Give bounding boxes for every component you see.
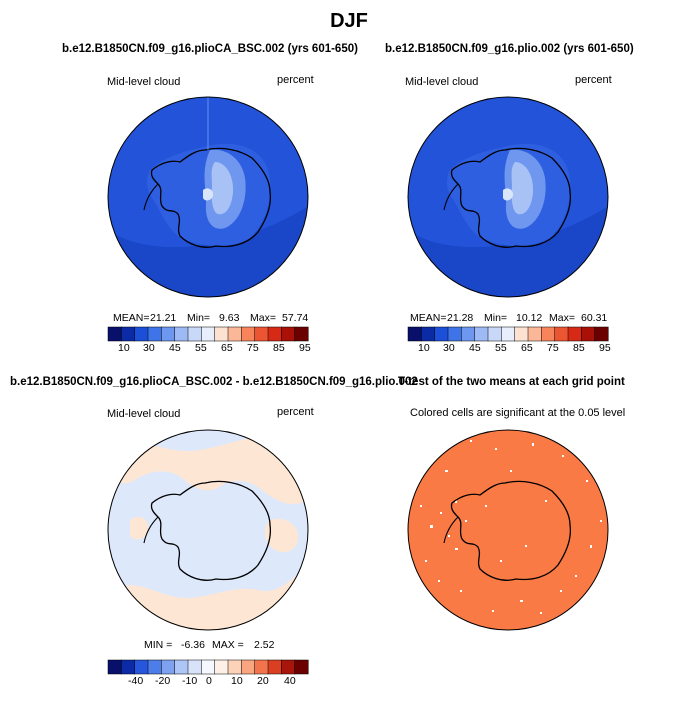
- panel1-map-coastline: [150, 147, 272, 248]
- panel1-min-label: Min=: [187, 312, 211, 324]
- panel2-min-value: 10.12: [516, 312, 543, 324]
- panel2-variable-label: Mid-level cloud: [405, 76, 479, 88]
- panel1-units-label: percent: [277, 74, 314, 86]
- panel2-colorbar-labels: 10 30 45 55 65 75 85 95: [408, 342, 611, 356]
- panel4-title: T-test of the two means at each grid poi…: [398, 376, 625, 388]
- colorbar-swatch: [594, 326, 609, 342]
- panel3-map-coastline: [150, 480, 272, 581]
- panel1-colorbar-label: 75: [247, 342, 259, 354]
- panel3-map-peninsula: [143, 516, 159, 544]
- panel2-max-label: Max=: [549, 312, 575, 324]
- panel3-colorbar-label: 20: [257, 675, 269, 687]
- panel1-map-darker-band: [108, 205, 308, 297]
- panel1-colorbar: [107, 326, 309, 342]
- panel3-units-label: percent: [277, 406, 314, 418]
- panel2-title: b.e12.B1850CN.f09_g16.plio.002 (yrs 601-…: [385, 43, 634, 55]
- panel1-colorbar-label: 85: [273, 342, 285, 354]
- panel1-max-value: 57.74: [282, 312, 309, 324]
- panel4-map-insignificant-cells: [420, 440, 607, 614]
- panel3-max-value: 2.52: [254, 639, 275, 651]
- panel3-min-value: -6.36: [181, 639, 205, 651]
- panel1-map-high-cloud-peak: [203, 188, 214, 201]
- panel3-title: b.e12.B1850CN.f09_g16.plioCA_BSC.002 - b…: [10, 376, 418, 388]
- panel3-max-label: MAX =: [212, 639, 244, 651]
- panel2-map-high-cloud-core: [511, 162, 534, 215]
- panel1-colorbar-label: 30: [143, 342, 155, 354]
- panel2-min-label: Min=: [484, 312, 508, 324]
- panel2-map-peninsula: [443, 183, 459, 211]
- panel2-colorbar-label: 55: [495, 342, 507, 354]
- panel2-mean-label: MEAN=: [410, 312, 447, 324]
- panel3-colorbar-label: -20: [155, 675, 171, 687]
- panel3-colorbar-label: -10: [182, 675, 198, 687]
- panel2-colorbar-label: 85: [573, 342, 585, 354]
- panel2-colorbar-label: 75: [547, 342, 559, 354]
- panel3-colorbar-label: 10: [231, 675, 243, 687]
- panel1-max-label: Max=: [250, 312, 276, 324]
- panel1-variable-label: Mid-level cloud: [107, 76, 181, 88]
- panel2-colorbar-label: 10: [418, 342, 430, 354]
- panel3-variable-label: Mid-level cloud: [107, 408, 181, 420]
- panel2-map-darker-band: [408, 205, 608, 297]
- panel1-colorbar-label: 65: [221, 342, 233, 354]
- panel2-colorbar-label: 65: [521, 342, 533, 354]
- panel1-mean-label: MEAN=: [113, 312, 150, 324]
- panel2-colorbar-label: 45: [469, 342, 481, 354]
- colorbar-swatch: [294, 659, 309, 675]
- panel3-colorbar-label: -40: [128, 675, 144, 687]
- panel3-map-positive-patch: [130, 516, 149, 540]
- panel2-colorbar: [407, 326, 609, 342]
- panel3-map-positive-patch: [264, 518, 299, 553]
- panel1-map-peninsula: [143, 183, 159, 211]
- panel4-map-significance-field: [408, 430, 608, 630]
- panel1-min-value: 9.63: [219, 312, 240, 324]
- panel3-map-positive-region: [108, 430, 308, 505]
- panel1-colorbar-label: 45: [169, 342, 181, 354]
- panel2-map-coastline: [450, 147, 572, 248]
- colorbar-swatch: [294, 326, 309, 342]
- panel3-colorbar-label: 40: [284, 675, 296, 687]
- panel3-map-positive-band: [108, 565, 308, 630]
- panel4-subtitle: Colored cells are significant at the 0.0…: [410, 407, 626, 419]
- panel3-colorbar-label: 0: [206, 675, 212, 687]
- panel2-mean-value: 21.28: [447, 312, 474, 324]
- panel1-title: b.e12.B1850CN.f09_g16.plioCA_BSC.002 (yr…: [62, 43, 358, 55]
- panel1-colorbar-label: 55: [195, 342, 207, 354]
- panel4-map-coastline: [450, 480, 572, 581]
- panel2-units-label: percent: [575, 74, 612, 86]
- panel1-colorbar-label: 10: [118, 342, 130, 354]
- page-title: DJF: [330, 10, 368, 32]
- panel1-colorbar-label: 95: [299, 342, 311, 354]
- panel2-map-high-cloud-peak: [503, 188, 514, 201]
- panel1-colorbar-labels: 10 30 45 55 65 75 85 95: [108, 342, 311, 356]
- panel2-colorbar-label: 30: [443, 342, 455, 354]
- panel3-colorbar: [107, 659, 309, 675]
- panel4-map-peninsula: [443, 516, 459, 544]
- panel3-colorbar-labels: -40 -20 -10 0 10 20 40: [108, 675, 308, 689]
- panel3-min-label: MIN =: [144, 639, 173, 651]
- panel2-colorbar-label: 95: [599, 342, 611, 354]
- panel1-mean-value: 21.21: [150, 312, 177, 324]
- panel1-map-high-cloud-core: [211, 162, 234, 215]
- panel2-max-value: 60.31: [581, 312, 608, 324]
